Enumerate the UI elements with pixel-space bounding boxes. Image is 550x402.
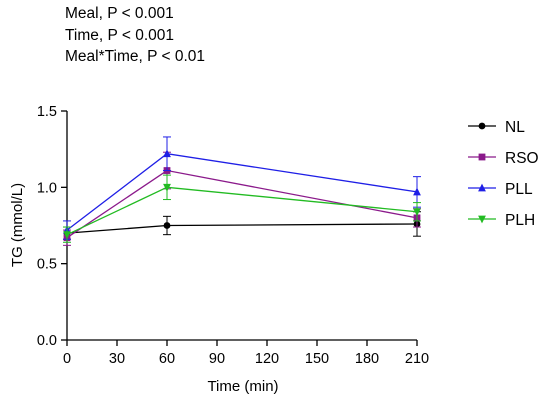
series-line-pll (66, 153, 418, 231)
series-layer (63, 136, 421, 246)
data-point-plh (413, 208, 421, 217)
x-tick-label: 30 (109, 351, 125, 367)
data-point-pll (413, 187, 421, 196)
data-point-plh (163, 183, 171, 192)
legend: NL RSO PLL PLH (468, 119, 539, 229)
data-point-pll (163, 149, 171, 158)
legend-marker-rso (478, 153, 486, 161)
stat-time: Time, P < 0.001 (65, 26, 174, 44)
legend-item-rso: RSO (468, 150, 539, 167)
legend-label-nl: NL (505, 119, 525, 136)
x-tick-label: 150 (305, 351, 329, 367)
x-axis-label: Time (min) (207, 378, 278, 395)
x-tick-label: 60 (159, 351, 175, 367)
x-tick-label: 0 (63, 351, 71, 367)
series-line-plh (66, 186, 418, 236)
series-rso (63, 151, 421, 246)
y-tick-label: 1.5 (37, 104, 57, 120)
legend-item-pll: PLL (468, 181, 533, 198)
y-tick-label: 0.5 (37, 257, 57, 273)
legend-label-pll: PLL (505, 181, 533, 198)
stat-meal-time: Meal*Time, P < 0.01 (65, 48, 205, 65)
y-tick-label: 1.0 (37, 180, 57, 196)
data-point-plh (63, 231, 71, 240)
legend-label-rso: RSO (505, 150, 539, 167)
x-tick-label: 90 (209, 351, 225, 367)
statistics-annotation: Meal, P < 0.001 Time, P < 0.001 Meal*Tim… (65, 3, 205, 68)
series-line-nl (66, 223, 418, 234)
series-line-rso (66, 169, 418, 239)
x-tick-label: 180 (355, 351, 379, 367)
x-tick-label: 210 (405, 351, 429, 367)
legend-item-plh: PLH (468, 212, 535, 229)
series-plh (63, 174, 421, 243)
x-tick-label: 120 (255, 351, 279, 367)
axes: 0.0 0.5 1.0 1.5 0 30 60 90 120 150 180 210 (37, 104, 429, 367)
legend-label-plh: PLH (505, 212, 535, 229)
stat-meal: Meal, P < 0.001 (65, 5, 174, 22)
series-nl (63, 211, 421, 240)
data-point-nl (163, 222, 171, 229)
legend-marker-pll (478, 183, 486, 192)
legend-item-nl: NL (468, 119, 525, 136)
legend-marker-plh (478, 215, 486, 224)
y-axis-label: TG (mmol/L) (9, 183, 26, 267)
legend-marker-nl (478, 122, 486, 130)
y-tick-label: 0.0 (37, 333, 57, 349)
